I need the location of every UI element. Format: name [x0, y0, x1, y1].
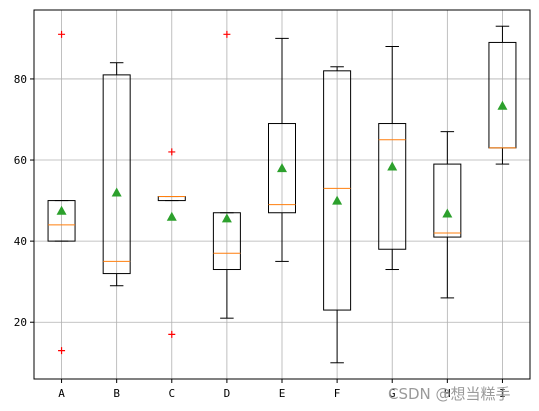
x-tick-label: I	[499, 387, 506, 400]
y-tick-label: 40	[14, 235, 27, 248]
box-group	[433, 131, 462, 299]
box-group	[102, 62, 131, 287]
iqr-box	[378, 123, 407, 250]
outlier-marker	[58, 30, 66, 38]
x-tick-label: G	[389, 387, 396, 400]
box-group	[323, 66, 352, 364]
axis-ticks: 20 40 60 80 A B C D E F G H I	[14, 73, 506, 400]
mean-marker	[332, 195, 343, 205]
iqr-box	[268, 123, 296, 214]
y-tick-label: 80	[14, 73, 27, 86]
mean-marker	[221, 213, 232, 223]
iqr-box	[102, 74, 131, 275]
x-tick-label: B	[113, 387, 120, 400]
box-group	[488, 25, 517, 165]
watermark-text: CSDN @想当糕手	[388, 385, 511, 403]
box-group	[47, 30, 76, 355]
y-tick-label: 60	[14, 154, 27, 167]
mean-marker	[387, 161, 398, 171]
y-tick-label: 20	[14, 316, 27, 329]
mean-marker	[166, 211, 177, 221]
iqr-box	[47, 200, 76, 242]
iqr-box	[433, 163, 462, 238]
box-group	[157, 148, 186, 338]
iqr-box	[323, 70, 352, 311]
mean-marker	[56, 205, 67, 215]
x-tick-label: H	[444, 387, 451, 400]
x-tick-label: C	[168, 387, 175, 400]
outlier-marker	[58, 347, 66, 355]
plot-area	[47, 25, 517, 364]
x-tick-label: E	[279, 387, 286, 400]
box-group	[268, 37, 296, 262]
x-tick-label: F	[334, 387, 341, 400]
iqr-box	[212, 212, 241, 271]
x-tick-label: A	[58, 387, 65, 400]
outlier-marker	[168, 330, 176, 338]
x-tick-label: D	[224, 387, 231, 400]
box-group	[212, 30, 241, 319]
mean-marker	[497, 100, 508, 110]
mean-marker	[111, 187, 122, 197]
outlier-marker	[168, 148, 176, 156]
box-group	[378, 45, 407, 271]
outlier-marker	[223, 30, 231, 38]
mean-marker	[442, 208, 453, 218]
mean-marker	[277, 163, 287, 173]
